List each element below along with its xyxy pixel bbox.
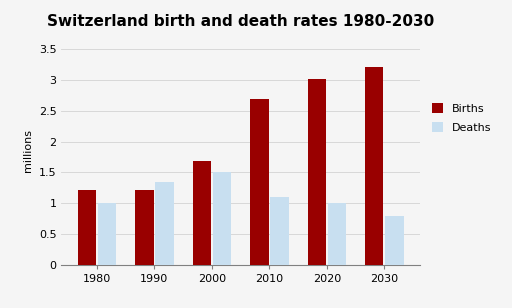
- Bar: [328, 203, 346, 265]
- Bar: [135, 190, 154, 265]
- Bar: [98, 203, 116, 265]
- Bar: [385, 216, 403, 265]
- Bar: [193, 161, 211, 265]
- Bar: [213, 172, 231, 265]
- Bar: [155, 182, 174, 265]
- Bar: [308, 79, 326, 265]
- Legend: Births, Deaths: Births, Deaths: [429, 99, 495, 137]
- Y-axis label: millions: millions: [23, 129, 33, 172]
- Bar: [250, 99, 268, 265]
- Bar: [78, 190, 96, 265]
- Title: Switzerland birth and death rates 1980-2030: Switzerland birth and death rates 1980-2…: [47, 14, 434, 29]
- Bar: [270, 197, 289, 265]
- Bar: [365, 67, 383, 265]
